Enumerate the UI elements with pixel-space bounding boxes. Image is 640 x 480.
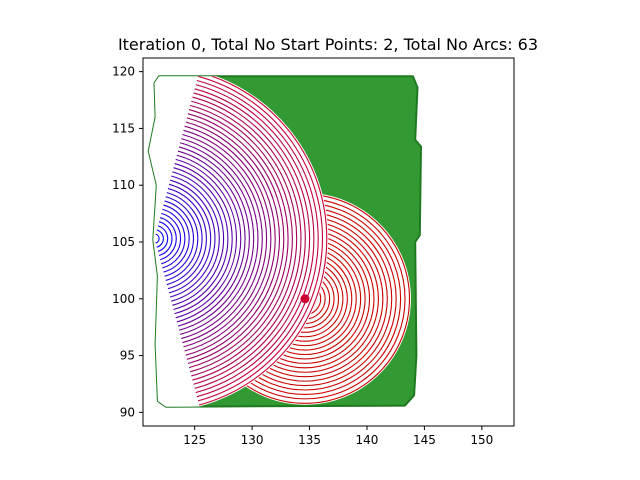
start-1-arc (156, 229, 164, 248)
x-tick-label: 140 (356, 433, 379, 447)
start-1-arc (197, 76, 323, 402)
start-1-arc (164, 200, 195, 277)
y-tick-label: 100 (112, 292, 135, 306)
x-tick-label: 125 (183, 433, 206, 447)
start-1-arc (184, 125, 272, 352)
y-tick-label: 120 (112, 65, 135, 79)
y-tick-label: 110 (112, 178, 135, 192)
start-1-arc (188, 109, 289, 369)
start-1-arc (180, 142, 255, 335)
start-1-arc (185, 121, 276, 356)
y-tick-label: 105 (112, 235, 135, 249)
start-1-arc (155, 233, 160, 244)
start-1-arc (187, 113, 285, 365)
y-tick-label: 90 (120, 405, 135, 419)
start-1-arc (163, 204, 190, 273)
start-1-arc (177, 150, 246, 327)
start-1-arc (183, 129, 268, 348)
y-axis: 90 95 100 105 110 115 120 (112, 65, 143, 419)
x-tick-label: 130 (241, 433, 264, 447)
marker-layer (300, 294, 310, 304)
start-1-arc (190, 104, 293, 373)
start-point-marker (300, 294, 310, 304)
start-1-arc (162, 208, 186, 269)
chart-title: Iteration 0, Total No Start Points: 2, T… (118, 35, 538, 54)
start-1-arc (176, 154, 242, 323)
start-1-arc (198, 76, 328, 406)
plot-area (147, 75, 422, 408)
start-1-arc (159, 217, 177, 261)
start-1-arc (195, 84, 315, 394)
x-tick-label: 150 (470, 433, 493, 447)
start-1-arc (161, 212, 182, 265)
start-1-arc (167, 187, 207, 290)
start-1-arc (196, 79, 319, 398)
start-1-arc (193, 92, 306, 385)
start-1-arc (186, 117, 281, 360)
start-1-arc (181, 138, 259, 340)
start-1-backing (148, 76, 329, 407)
start-1-arc (165, 196, 199, 281)
start-1-arc (191, 100, 298, 377)
start-1-arc (158, 221, 173, 257)
start-1-arcs (148, 76, 329, 407)
start-1-arc (174, 163, 233, 315)
start-1-arc (168, 183, 212, 294)
x-tick-label: 145 (413, 433, 436, 447)
x-axis: 125 130 135 140 145 150 (183, 426, 493, 447)
start-1-arc (194, 88, 311, 389)
start-1-arc (157, 225, 169, 252)
start-1-arc (178, 146, 250, 331)
start-1-arc (169, 179, 216, 298)
start-1-arc (182, 133, 263, 344)
start-1-arc (192, 96, 302, 381)
x-tick-label: 135 (298, 433, 321, 447)
start-1-arc (175, 158, 237, 319)
start-1-arc (166, 192, 203, 286)
start-1-arc (173, 167, 229, 311)
start-1-arc (171, 175, 220, 302)
start-1-arc (172, 171, 225, 306)
arc-layer (148, 76, 411, 407)
y-tick-label: 115 (112, 121, 135, 135)
y-tick-label: 95 (120, 349, 135, 363)
